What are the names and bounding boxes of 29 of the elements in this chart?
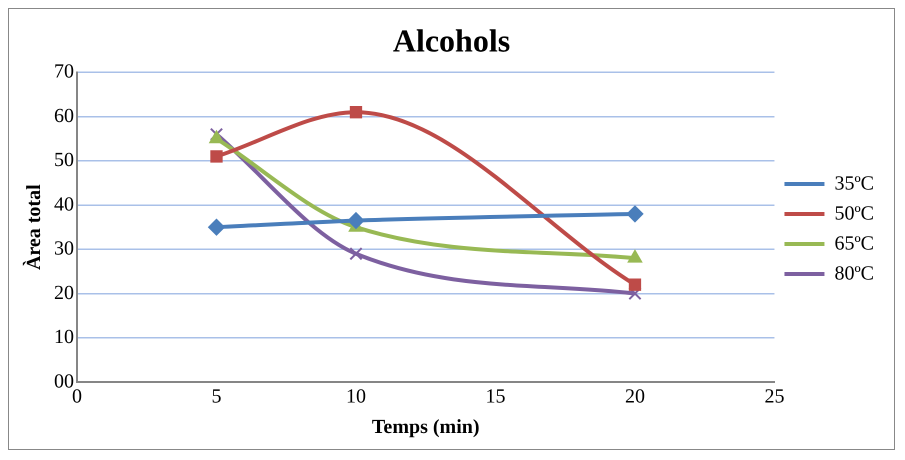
legend-label: 65ºC (834, 232, 874, 254)
x-tick-label: 10 (346, 385, 366, 408)
legend-label: 80ºC (834, 262, 874, 284)
point (628, 278, 642, 291)
x-tick-label: 15 (485, 385, 506, 408)
legend-label: 35ºC (834, 172, 874, 194)
y-tick-label: 50 (54, 149, 74, 172)
point (626, 205, 644, 222)
x-tick-label: 25 (764, 385, 784, 408)
y-axis-title: Àrea total (22, 184, 46, 270)
y-tick-label: 20 (54, 282, 74, 304)
x-tick-label: 20 (624, 385, 645, 408)
point (210, 150, 223, 163)
x-tick-label: 0 (72, 385, 82, 408)
point (350, 106, 362, 118)
point (210, 128, 224, 141)
y-tick-label: 60 (54, 104, 74, 127)
point (208, 218, 225, 236)
legend-label: 50ºC (834, 202, 874, 224)
x-tick-label: 5 (211, 385, 222, 408)
y-tick-label: 10 (54, 326, 74, 348)
y-tick-label: 70 (54, 60, 74, 83)
point (347, 212, 364, 230)
y-tick-label: 00 (54, 370, 74, 392)
y-tick-label: 40 (54, 193, 74, 216)
point (349, 247, 363, 260)
y-tick-label: 30 (54, 238, 74, 260)
x-axis-title: Temps (min) (372, 416, 480, 438)
chart-title: Alcohols (392, 22, 510, 58)
